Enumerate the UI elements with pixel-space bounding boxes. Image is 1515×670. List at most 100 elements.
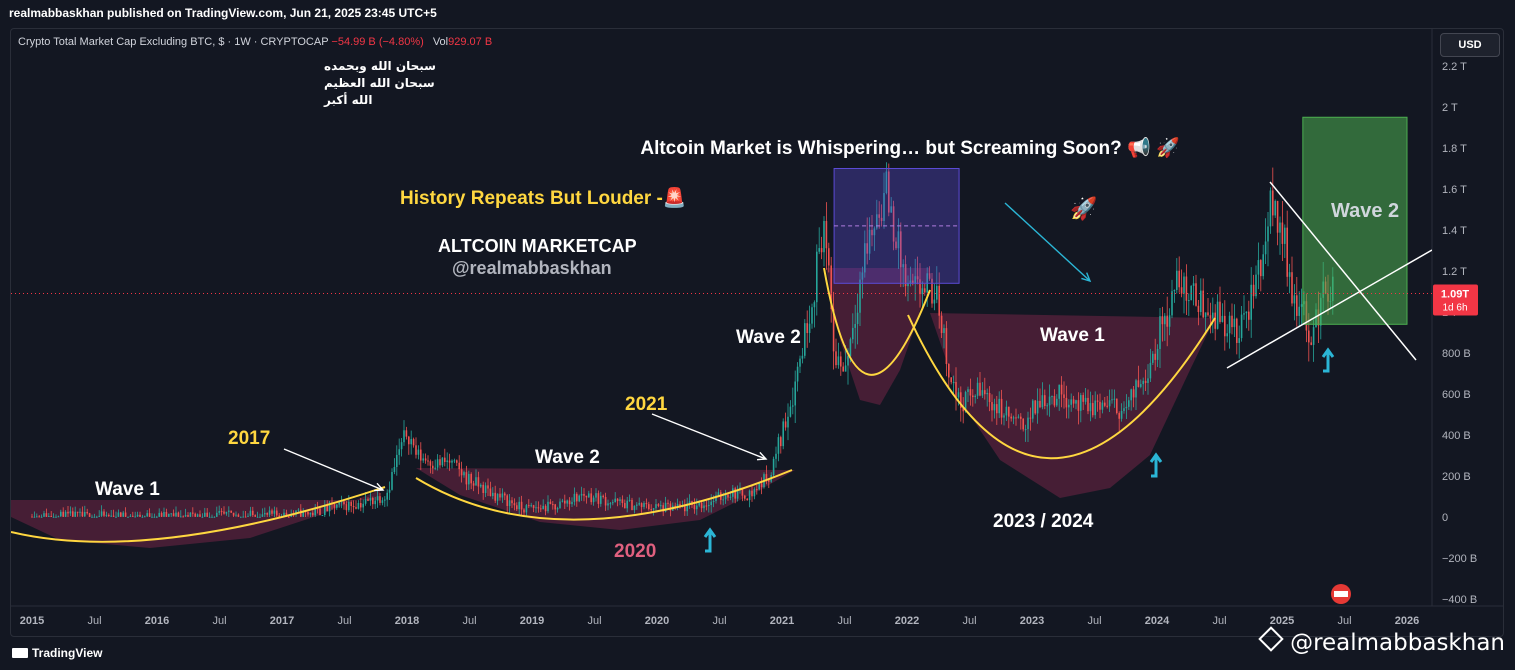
candle-body: [1272, 190, 1274, 216]
candle-body: [1060, 384, 1063, 395]
candle-body: [696, 505, 698, 510]
candle-body: [458, 462, 460, 470]
candle-body: [446, 460, 448, 462]
candle-body: [597, 493, 600, 504]
tradingview-icon: [12, 648, 28, 658]
candle-body: [513, 503, 516, 506]
candle-body: [340, 501, 343, 503]
candle-body: [820, 248, 823, 253]
candle-body: [648, 504, 650, 510]
candle-body: [1166, 315, 1168, 327]
candle-body: [144, 516, 146, 518]
candle-body: [96, 516, 98, 518]
candle-body: [1003, 415, 1005, 418]
candle-body: [938, 285, 940, 316]
candle-body: [398, 449, 400, 455]
candle-body: [1178, 270, 1180, 288]
y-tick-label: 200 B: [1442, 471, 1471, 483]
candle-body: [1101, 402, 1104, 410]
candle-body: [792, 405, 794, 407]
candle-body: [988, 392, 991, 403]
x-tick-label: 2023: [1020, 615, 1044, 627]
candle-body: [907, 282, 909, 287]
arabic-line-1: سبحان الله وبحمده: [324, 59, 436, 73]
candle-body: [722, 499, 724, 501]
candle-body: [499, 493, 501, 498]
plot-area[interactable]: [11, 116, 1432, 553]
candle-body: [537, 507, 540, 509]
candle-body: [1084, 397, 1087, 402]
candle-body: [948, 364, 950, 378]
candle-body: [352, 505, 355, 508]
candle-body: [684, 505, 686, 512]
candle-body: [396, 454, 398, 467]
candle-body: [571, 501, 573, 505]
candle-body: [1017, 416, 1020, 418]
candle-body: [441, 457, 444, 466]
wave1-right-label: Wave 1: [1040, 325, 1105, 346]
candle-body: [873, 228, 876, 236]
candle-body: [1310, 342, 1312, 345]
candle-body: [261, 514, 264, 517]
candle-body: [876, 214, 878, 229]
candle-body: [960, 392, 962, 408]
candle-body: [890, 206, 892, 213]
candle-body: [1284, 227, 1286, 244]
volume-value: 929.07 B: [448, 36, 493, 48]
tradingview-logo[interactable]: TradingView: [12, 646, 102, 660]
candle-body: [600, 495, 602, 504]
candle-body: [1286, 227, 1288, 277]
candle-body: [230, 510, 232, 513]
arrow-2017: [283, 448, 384, 491]
candle-body: [626, 500, 628, 509]
year-2021-label: 2021: [625, 394, 668, 415]
candle-body: [1190, 285, 1192, 301]
candle-body: [69, 511, 72, 514]
candle-body: [1154, 353, 1156, 360]
candle-body: [84, 512, 86, 517]
candle-body: [180, 516, 182, 518]
candle-body: [794, 381, 796, 406]
price-change: −54.99 B (−4.80%): [331, 36, 424, 48]
candle-body: [1125, 406, 1128, 409]
candle-body: [1053, 396, 1056, 406]
year-2020-label: 2020: [614, 541, 656, 562]
candle-body: [705, 505, 708, 507]
candle-body: [213, 516, 216, 518]
candle-body: [1137, 380, 1140, 387]
x-tick-label: 2025: [1270, 615, 1294, 627]
candle-body: [1068, 404, 1070, 408]
candle-body: [775, 453, 777, 459]
candle-body: [969, 389, 972, 396]
arrow-2021-head: [756, 451, 768, 461]
x-tick-label: 2026: [1395, 615, 1419, 627]
candle-body: [400, 442, 403, 450]
candle-body: [393, 466, 396, 472]
candle-body: [132, 515, 134, 517]
chart-panel[interactable]: [10, 28, 1504, 637]
candle-body: [1248, 311, 1250, 320]
candle-body: [501, 493, 504, 498]
candle-body: [1216, 301, 1219, 329]
candle-body: [192, 512, 194, 514]
candle-body: [708, 505, 710, 507]
currency-button[interactable]: USD: [1440, 33, 1500, 57]
candle-body: [916, 276, 919, 280]
candle-body: [1267, 226, 1269, 242]
x-tick-label: Jul: [337, 615, 351, 627]
candle-body: [1288, 272, 1291, 277]
candle-body: [1022, 418, 1024, 430]
candle-body: [204, 512, 206, 517]
candle-body: [1197, 305, 1200, 312]
candle-body: [468, 473, 470, 485]
candle-body: [1087, 397, 1089, 412]
candle-body: [451, 460, 453, 463]
candle-body: [787, 416, 789, 428]
candle-body: [350, 502, 352, 506]
y-tick-label: −200 B: [1442, 553, 1477, 565]
candle-body: [816, 251, 818, 303]
cycle-curve: [11, 486, 386, 543]
candle-body: [734, 488, 736, 499]
candle-body: [432, 465, 434, 469]
